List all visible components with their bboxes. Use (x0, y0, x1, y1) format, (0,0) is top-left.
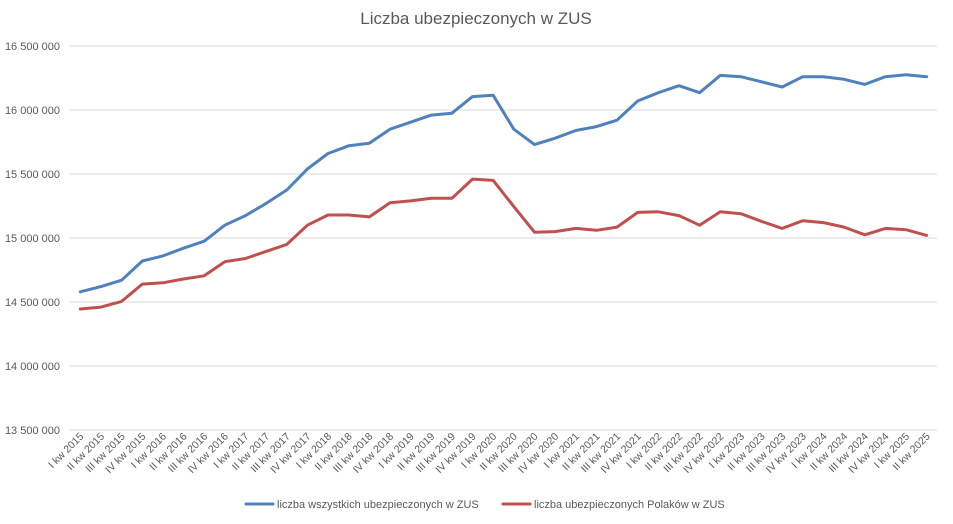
y-tick-label: 14 500 000 (5, 297, 60, 309)
series-line-2 (78, 177, 929, 311)
chart-title: Liczba ubezpieczonych w ZUS (360, 9, 592, 28)
y-tick-label: 15 500 000 (5, 169, 60, 181)
y-axis-tick-labels: 13 500 000 14 000 000 14 500 000 15 000 000… (5, 41, 60, 437)
y-tick-label: 16 000 000 (5, 105, 60, 117)
legend-label: liczba wszystkich ubezpieczonych w ZUS (277, 499, 479, 511)
series-lines (78, 73, 929, 311)
y-tick-label: 13 500 000 (5, 425, 60, 437)
y-tick-label: 14 000 000 (5, 361, 60, 373)
legend-label: liczba ubezpieczonych Polaków w ZUS (534, 499, 725, 511)
y-tick-label: 15 000 000 (5, 233, 60, 245)
gridlines (70, 45, 937, 431)
y-tick-label: 16 500 000 (5, 41, 60, 53)
series-line-1 (78, 73, 929, 294)
legend: liczba wszystkich ubezpieczonych w ZUS li… (244, 499, 725, 511)
